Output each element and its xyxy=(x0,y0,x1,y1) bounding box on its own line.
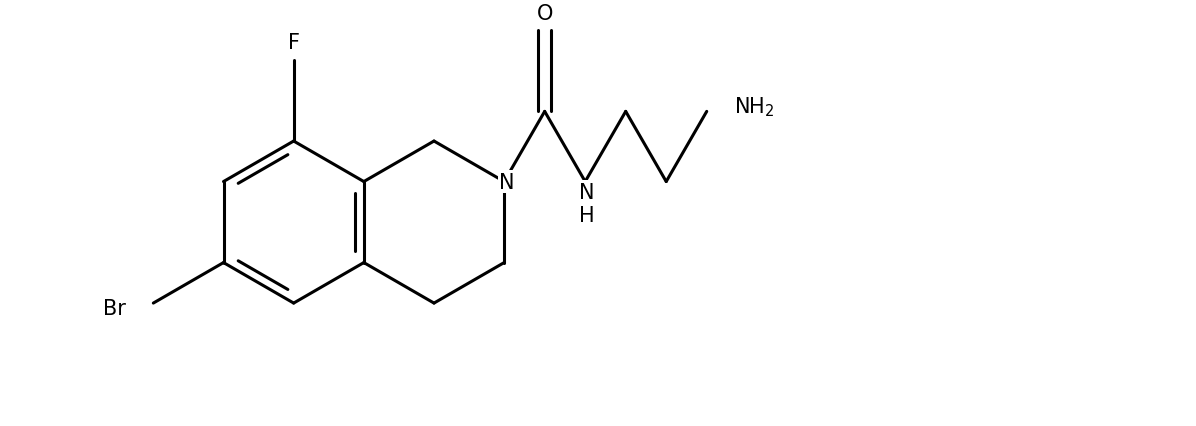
Text: Br: Br xyxy=(103,298,126,318)
Text: F: F xyxy=(288,33,300,53)
Text: O: O xyxy=(537,3,553,23)
Text: NH$_2$: NH$_2$ xyxy=(734,95,775,119)
Text: N: N xyxy=(500,172,515,192)
Text: N
H: N H xyxy=(579,182,594,225)
